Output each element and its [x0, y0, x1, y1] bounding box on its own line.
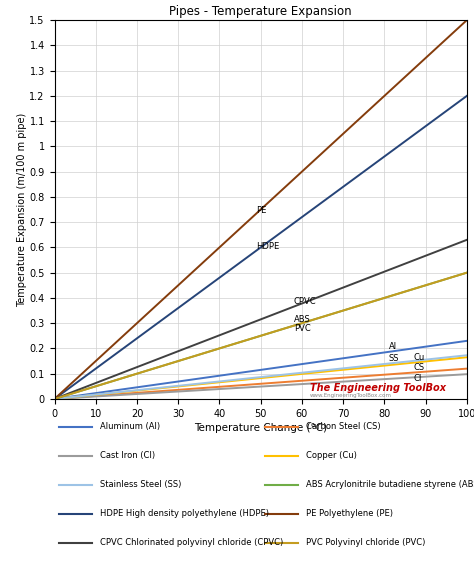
Text: PVC: PVC — [294, 324, 310, 333]
X-axis label: Temperature Change (°C): Temperature Change (°C) — [194, 423, 327, 433]
Text: Carbon Steel (CS): Carbon Steel (CS) — [306, 422, 381, 431]
Text: Cast Iron (CI): Cast Iron (CI) — [100, 451, 155, 460]
Text: PVC Polyvinyl chloride (PVC): PVC Polyvinyl chloride (PVC) — [306, 538, 426, 547]
Text: CI: CI — [413, 374, 422, 383]
Text: CPVC Chlorinated polyvinyl chloride (CPVC): CPVC Chlorinated polyvinyl chloride (CPV… — [100, 538, 283, 547]
Title: Pipes - Temperature Expansion: Pipes - Temperature Expansion — [169, 5, 352, 18]
Text: Aluminum (Al): Aluminum (Al) — [100, 422, 160, 431]
Text: www.EngineeringToolBox.com: www.EngineeringToolBox.com — [310, 393, 392, 398]
Text: PE: PE — [256, 205, 267, 215]
Text: CPVC: CPVC — [294, 297, 316, 306]
Text: Copper (Cu): Copper (Cu) — [306, 451, 357, 460]
Text: Al: Al — [389, 342, 397, 351]
Text: HDPE High density polyethylene (HDPE): HDPE High density polyethylene (HDPE) — [100, 509, 269, 518]
Text: ABS Acrylonitrile butadiene styrene (ABS): ABS Acrylonitrile butadiene styrene (ABS… — [306, 480, 474, 489]
Text: CS: CS — [413, 363, 424, 371]
Text: PE Polyethylene (PE): PE Polyethylene (PE) — [306, 509, 393, 518]
Text: The Engineering ToolBox: The Engineering ToolBox — [310, 383, 446, 393]
Text: Stainless Steel (SS): Stainless Steel (SS) — [100, 480, 181, 489]
Text: ABS: ABS — [294, 316, 310, 324]
Text: HDPE: HDPE — [256, 242, 280, 251]
Y-axis label: Temperature Expansion (m/100 m pipe): Temperature Expansion (m/100 m pipe) — [17, 113, 27, 307]
Text: Cu: Cu — [413, 353, 425, 362]
Text: SS: SS — [389, 354, 399, 363]
